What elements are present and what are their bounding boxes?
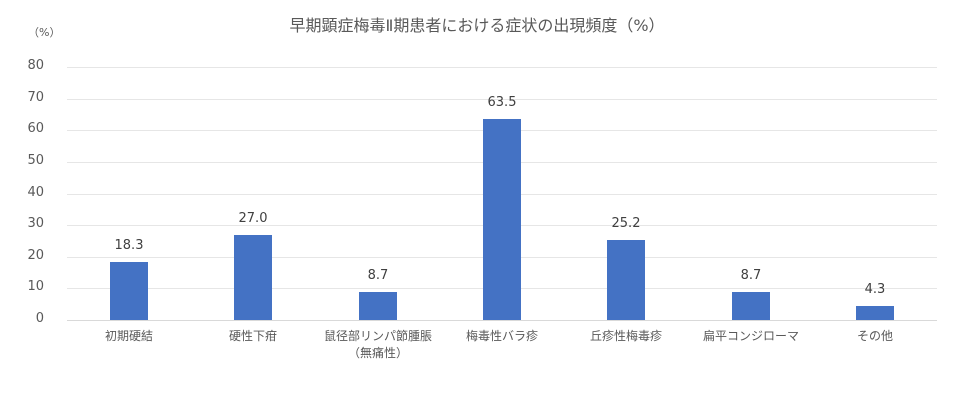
bar [359, 292, 397, 320]
y-tick-label: 0 [35, 311, 44, 326]
x-category-label: 初期硬結 [104, 329, 153, 343]
bar [110, 262, 148, 320]
bar [234, 235, 272, 320]
gridline [67, 99, 937, 100]
x-axis-line [67, 320, 937, 321]
data-label: 8.7 [740, 268, 762, 283]
y-tick-label: 20 [27, 248, 44, 263]
y-tick-label: 70 [27, 90, 44, 105]
x-category-label: 鼠径部リンパ節腫脹 （無痛性） [323, 329, 432, 360]
bar [483, 119, 521, 320]
chart-title: 早期顕症梅毒Ⅱ期患者における症状の出現頻度（%） [289, 16, 665, 35]
bar [732, 292, 770, 320]
bar [607, 240, 645, 320]
gridline [67, 67, 937, 68]
data-label: 63.5 [487, 95, 517, 110]
y-tick-label: 40 [27, 185, 44, 200]
data-label: 18.3 [114, 238, 144, 253]
data-label: 25.2 [611, 216, 641, 231]
bar [856, 306, 894, 320]
x-category-label: 硬性下疳 [228, 329, 277, 343]
x-category-label: 梅毒性バラ疹 [465, 329, 538, 343]
x-category-label: 丘疹性梅毒疹 [589, 329, 662, 343]
y-tick-label: 30 [27, 216, 44, 231]
y-axis-unit: （%） [28, 26, 61, 39]
x-category-label: その他 [856, 329, 893, 343]
data-label: 8.7 [367, 268, 389, 283]
x-category-label: 扁平コンジローマ [702, 329, 799, 343]
y-tick-label: 10 [27, 279, 44, 294]
y-tick-label: 80 [27, 58, 44, 73]
data-label: 27.0 [238, 211, 268, 226]
y-tick-label: 60 [27, 121, 44, 136]
y-tick-label: 50 [27, 153, 44, 168]
data-label: 4.3 [864, 282, 886, 297]
